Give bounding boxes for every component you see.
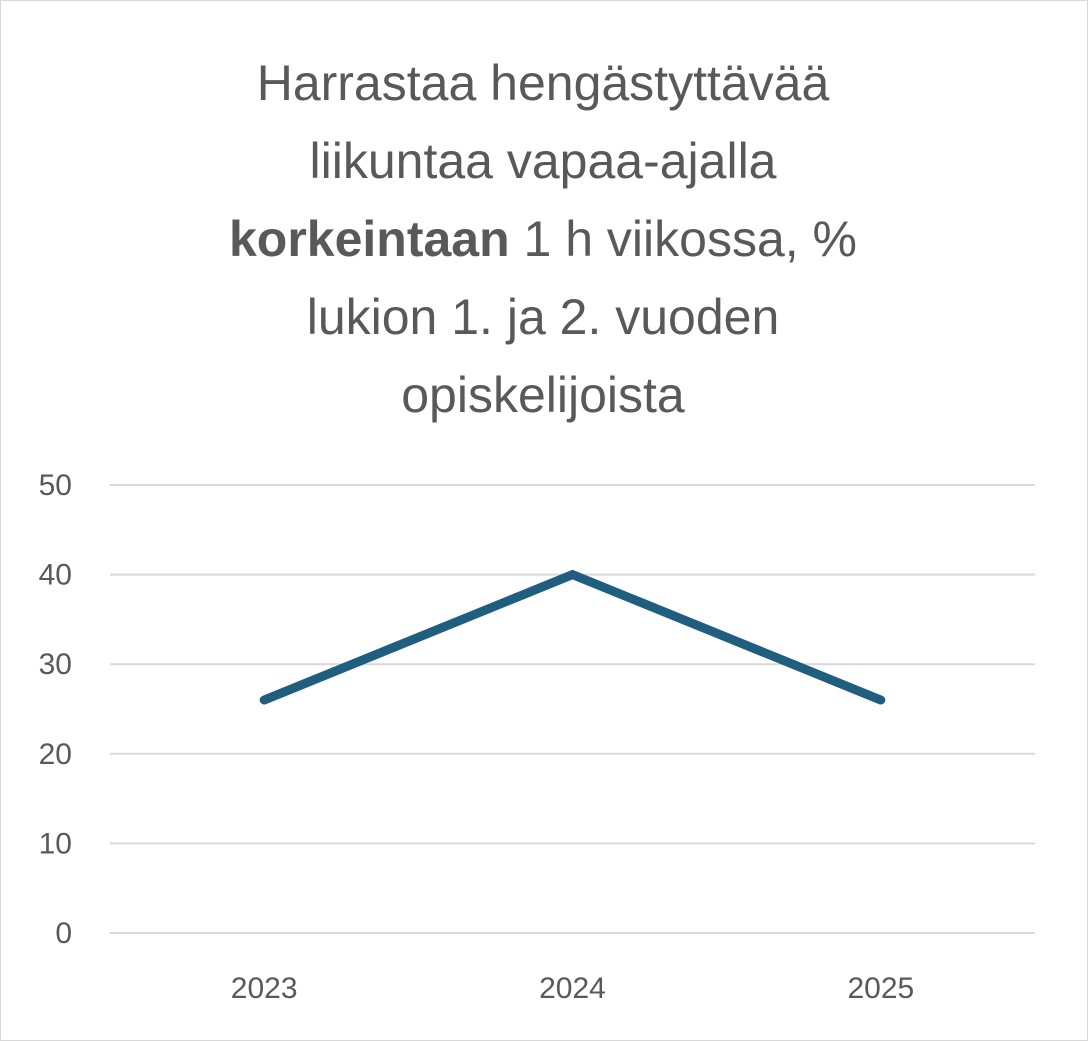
y-tick-label-40: 40 [39, 559, 72, 592]
y-tick-label-20: 20 [39, 738, 72, 771]
series-line-0 [259, 569, 886, 705]
chart-title-line-2: liikuntaa vapaa-ajalla [309, 133, 777, 189]
y-tick-label-30: 30 [39, 648, 72, 681]
x-tick-label-2023: 2023 [231, 972, 298, 1005]
chart-title-line-5: opiskelijoista [401, 367, 685, 423]
y-tick-label-0: 0 [55, 917, 72, 950]
y-tick-label-50: 50 [39, 469, 72, 502]
chart-title-line-3: korkeintaan 1 h viikossa, % [90, 200, 996, 278]
x-tick-label-2024: 2024 [539, 972, 606, 1005]
chart-title-rest: 1 h viikossa, % [509, 211, 858, 267]
chart-title-bold: korkeintaan [228, 211, 510, 267]
x-tick-label-2025: 2025 [847, 972, 914, 1005]
chart-title-line-1: Harrastaa hengästyttävää [256, 55, 830, 111]
chart-title-line-4: lukion 1. ja 2. vuoden [306, 289, 780, 345]
y-tick-label-10: 10 [39, 827, 72, 860]
chart-title: Harrastaa hengästyttävää liikuntaa vapaa… [90, 44, 996, 434]
